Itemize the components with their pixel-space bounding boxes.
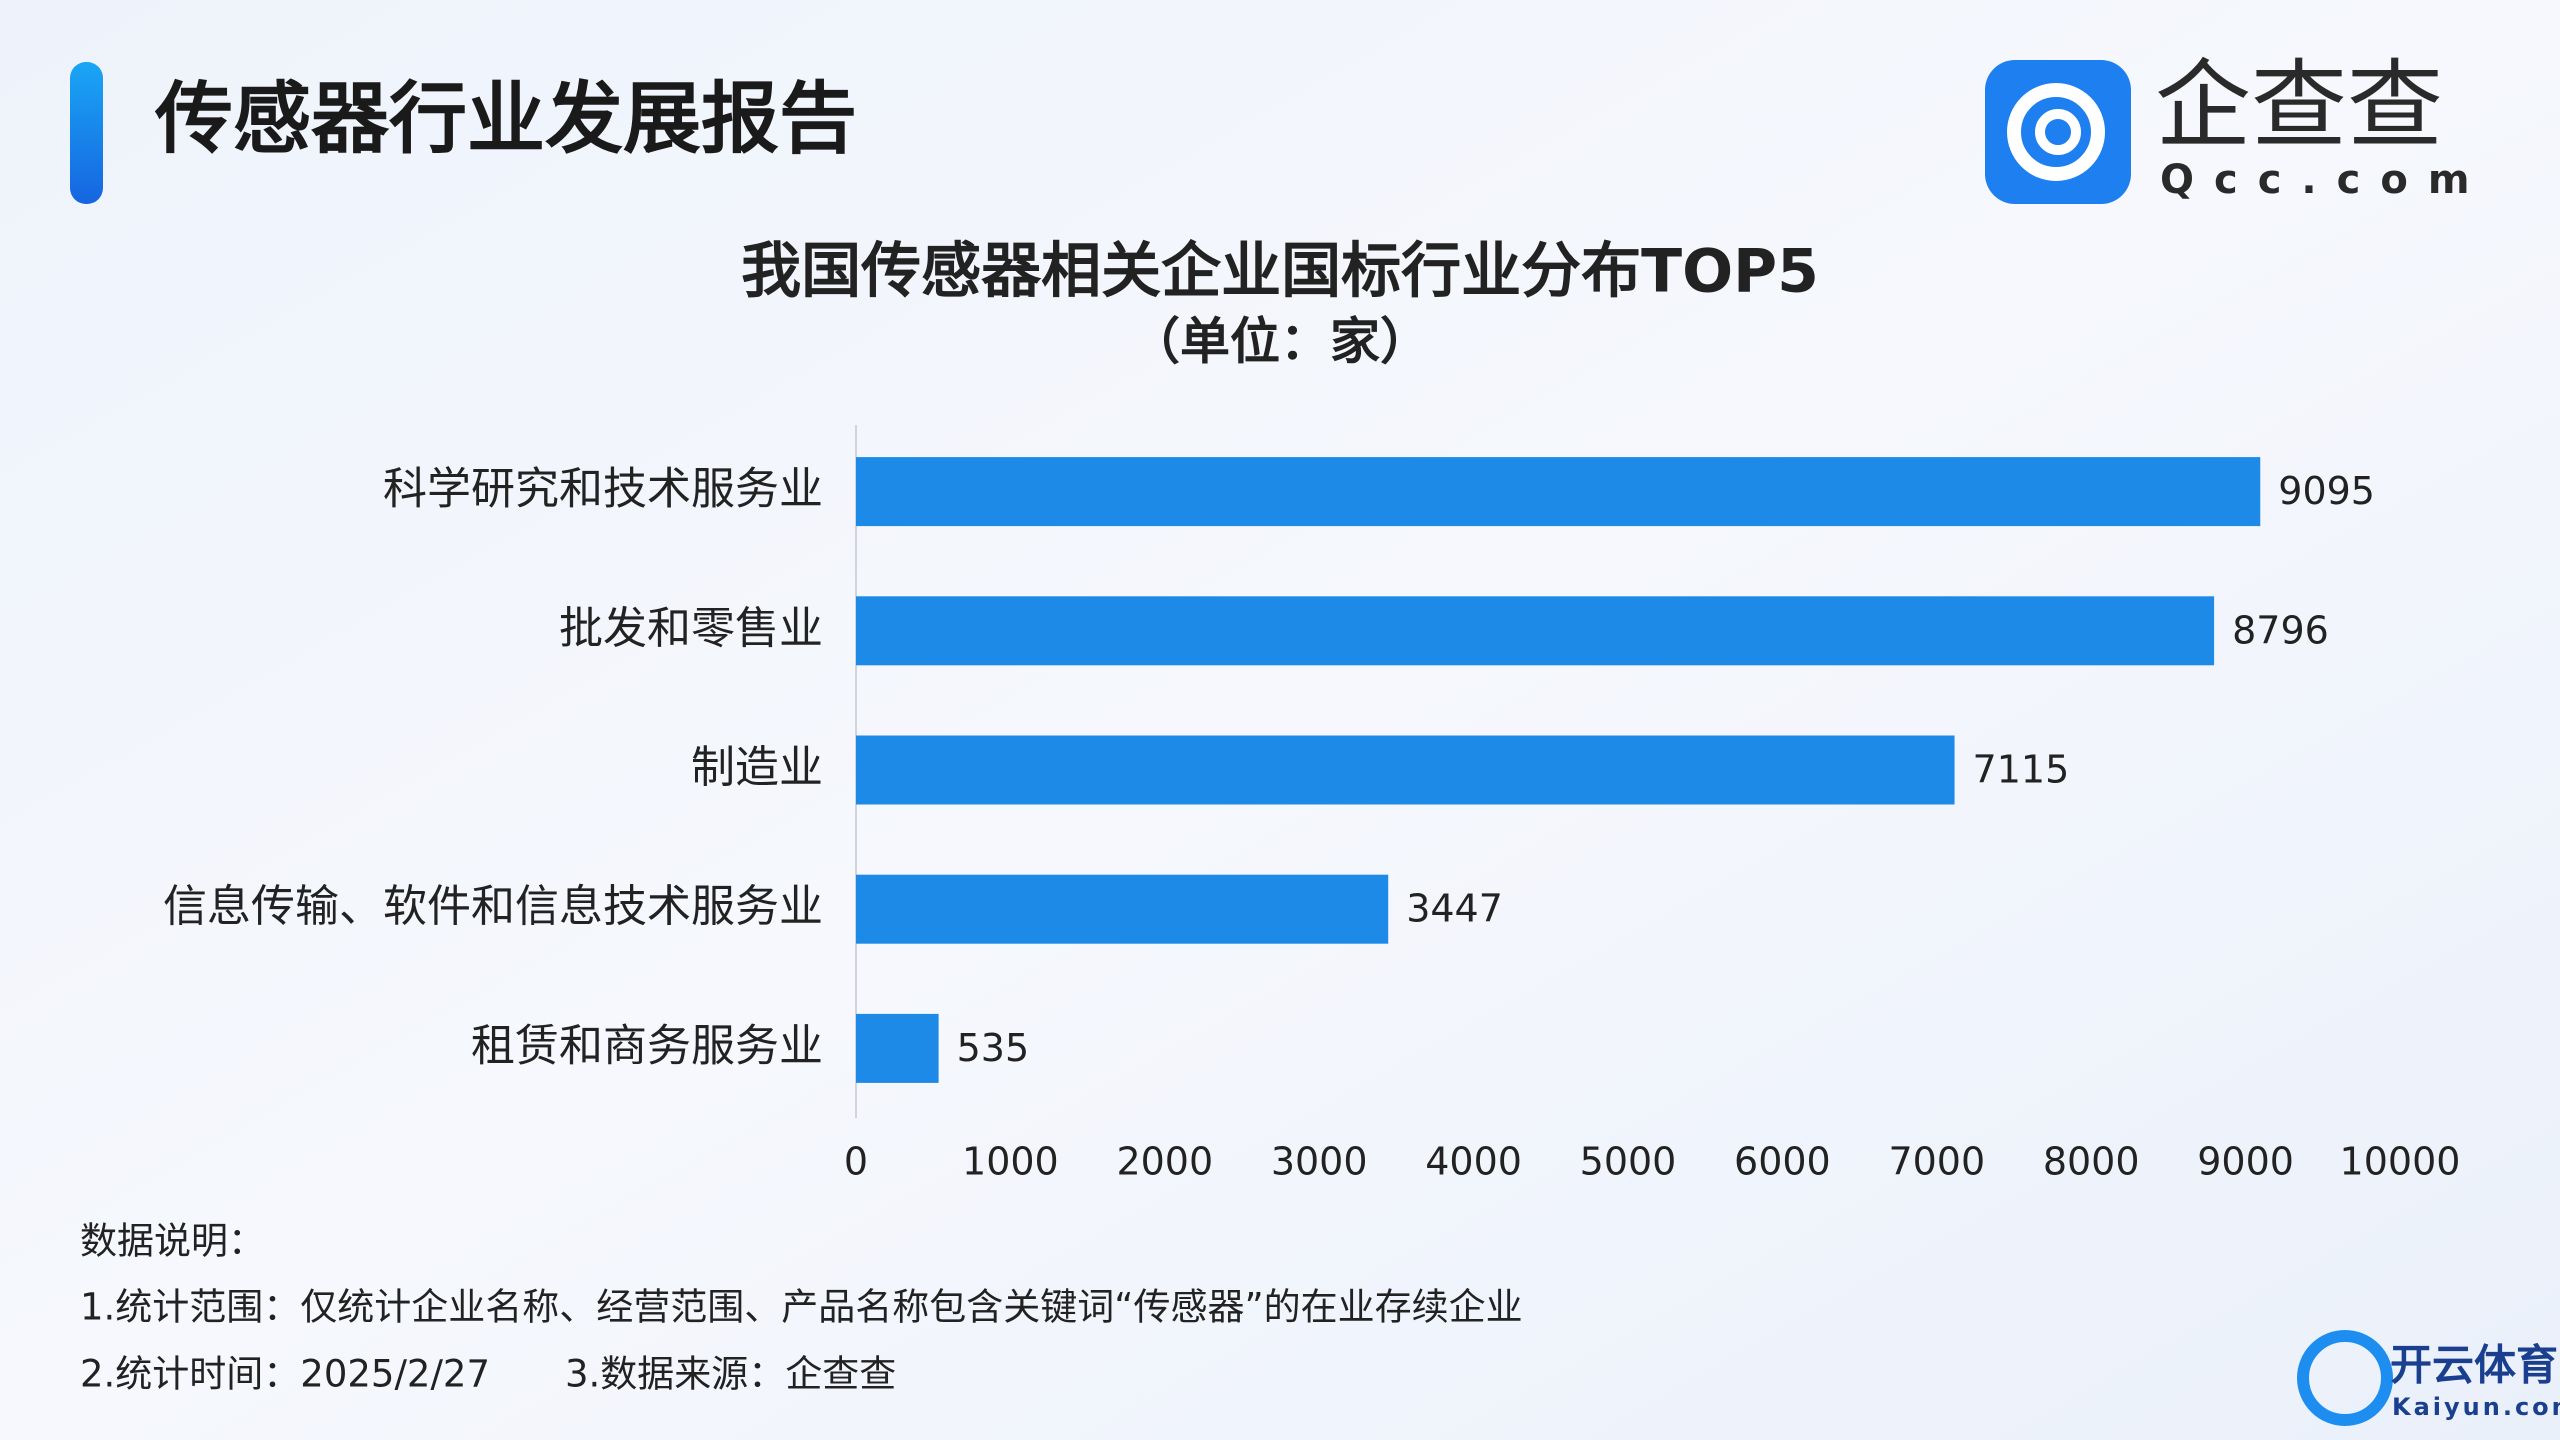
notes-heading: 数据说明： <box>80 1220 265 1263</box>
y-tick-label: 批发和零售业 <box>559 603 823 654</box>
value-label: 7115 <box>1973 748 2070 792</box>
logo-name: 企查查 <box>2155 49 2443 161</box>
x-tick-label: 4000 <box>1425 1140 1522 1184</box>
x-tick-label: 10000 <box>2340 1140 2461 1184</box>
watermark-icon <box>2297 1330 2393 1426</box>
y-tick-label: 科学研究和技术服务业 <box>383 464 823 515</box>
chart-title: 我国传感器相关企业国标行业分布TOP5 <box>741 237 1819 307</box>
watermark: 开云体育 Kaiyun.com <box>2297 1330 2560 1426</box>
y-tick-label: 租赁和商务服务业 <box>471 1020 823 1071</box>
notes-scope: 1.统计范围：仅统计企业名称、经营范围、产品名称包含关键词“传感器”的在业存续企… <box>80 1286 1523 1329</box>
logo-domain: Qcc.com <box>2160 157 2490 203</box>
page-title: 传感器行业发展报告 <box>154 74 857 164</box>
x-tick-label: 1000 <box>962 1140 1059 1184</box>
watermark-domain: Kaiyun.com <box>2392 1393 2560 1421</box>
bar <box>856 735 1955 805</box>
value-label: 535 <box>957 1026 1030 1070</box>
notes-time: 2.统计时间：2025/2/27 <box>80 1353 490 1396</box>
logo-core <box>2035 109 2081 155</box>
watermark-name: 开云体育 <box>2390 1341 2558 1390</box>
value-label: 9095 <box>2278 469 2375 513</box>
x-tick-label: 7000 <box>1888 1140 1985 1184</box>
bar <box>856 1013 939 1083</box>
accent-bar <box>70 62 103 204</box>
bar <box>856 596 2215 666</box>
logo-icon <box>1985 60 2131 204</box>
bar <box>856 874 1389 944</box>
y-tick-label: 信息传输、软件和信息技术服务业 <box>163 881 823 932</box>
x-tick-label: 2000 <box>1116 1140 1213 1184</box>
x-tick-label: 8000 <box>2043 1140 2140 1184</box>
chart-subtitle: （单位：家） <box>1130 313 1430 371</box>
x-tick-label: 9000 <box>2197 1140 2294 1184</box>
x-tick-label: 5000 <box>1580 1140 1677 1184</box>
logo-ring <box>2007 83 2105 181</box>
notes: 数据说明： 1.统计范围：仅统计企业名称、经营范围、产品名称包含关键词“传感器”… <box>80 1220 1523 1396</box>
logo: 企查查 Qcc.com <box>1985 49 2490 204</box>
value-label: 8796 <box>2232 608 2329 652</box>
x-tick-label: 6000 <box>1734 1140 1831 1184</box>
y-tick-label: 制造业 <box>691 742 823 793</box>
x-tick-label: 0 <box>844 1140 868 1184</box>
x-tick-label: 3000 <box>1271 1140 1368 1184</box>
notes-source: 3.数据来源：企查查 <box>565 1353 896 1396</box>
bar <box>856 457 2261 527</box>
value-label: 3447 <box>1406 887 1503 931</box>
